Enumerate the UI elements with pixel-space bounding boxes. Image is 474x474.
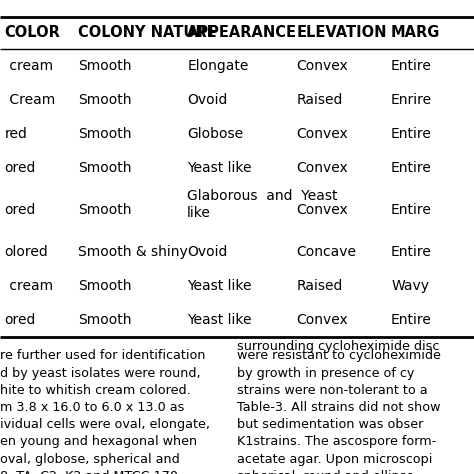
- Text: Yeast like: Yeast like: [187, 161, 252, 175]
- Text: cream: cream: [5, 279, 53, 293]
- Text: Cream: Cream: [5, 93, 55, 107]
- Text: Convex: Convex: [296, 313, 348, 328]
- Text: Ovoid: Ovoid: [187, 93, 228, 107]
- Text: Entire: Entire: [391, 161, 432, 175]
- Text: COLONY NATURE: COLONY NATURE: [78, 25, 217, 40]
- Text: APPEARANCE: APPEARANCE: [187, 25, 297, 40]
- Text: ored: ored: [5, 161, 36, 175]
- Text: Elongate: Elongate: [187, 59, 248, 73]
- Text: Smooth & shiny: Smooth & shiny: [78, 245, 188, 259]
- Text: Raised: Raised: [296, 279, 343, 293]
- Text: Smooth: Smooth: [78, 93, 132, 107]
- Text: Smooth: Smooth: [78, 127, 132, 141]
- Text: Convex: Convex: [296, 127, 348, 141]
- Text: Convex: Convex: [296, 59, 348, 73]
- Text: were resistant to cycloheximide
by growth in presence of cy
strains were non-tol: were resistant to cycloheximide by growt…: [237, 349, 444, 474]
- Text: Smooth: Smooth: [78, 203, 132, 217]
- Text: COLOR: COLOR: [5, 25, 61, 40]
- Text: Smooth: Smooth: [78, 279, 132, 293]
- Text: olored: olored: [5, 245, 48, 259]
- Text: Entire: Entire: [391, 127, 432, 141]
- Text: Glaborous  and  Yeast
like: Glaborous and Yeast like: [187, 189, 338, 220]
- Text: Yeast like: Yeast like: [187, 313, 252, 328]
- Text: Smooth: Smooth: [78, 59, 132, 73]
- Text: Entire: Entire: [391, 203, 432, 217]
- Text: surrounding cycloheximide disc: surrounding cycloheximide disc: [237, 340, 439, 353]
- Text: Globose: Globose: [187, 127, 243, 141]
- Text: Concave: Concave: [296, 245, 356, 259]
- Text: Smooth: Smooth: [78, 313, 132, 328]
- Text: re further used for identification
d by yeast isolates were round,
hite to whiti: re further used for identification d by …: [0, 349, 210, 474]
- Text: Entire: Entire: [391, 313, 432, 328]
- Text: Raised: Raised: [296, 93, 343, 107]
- Text: ored: ored: [5, 203, 36, 217]
- Text: Entire: Entire: [391, 59, 432, 73]
- Text: Enrire: Enrire: [391, 93, 432, 107]
- Text: red: red: [5, 127, 27, 141]
- Text: Yeast like: Yeast like: [187, 279, 252, 293]
- Text: ELEVATION: ELEVATION: [296, 25, 387, 40]
- Text: Wavy: Wavy: [391, 279, 429, 293]
- Text: ored: ored: [5, 313, 36, 328]
- Text: MARG: MARG: [391, 25, 440, 40]
- Text: Smooth: Smooth: [78, 161, 132, 175]
- Text: Ovoid: Ovoid: [187, 245, 228, 259]
- Text: cream: cream: [5, 59, 53, 73]
- Text: Convex: Convex: [296, 161, 348, 175]
- Text: Convex: Convex: [296, 203, 348, 217]
- Text: Entire: Entire: [391, 245, 432, 259]
